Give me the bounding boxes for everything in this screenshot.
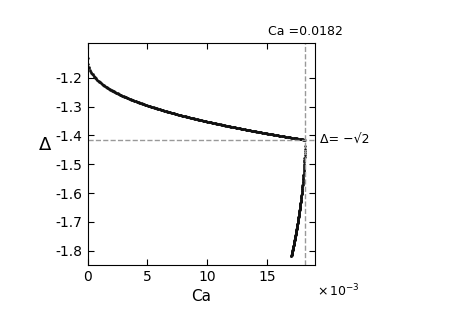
Y-axis label: Δ: Δ <box>38 136 51 154</box>
Text: $\times\,10^{-3}$: $\times\,10^{-3}$ <box>317 283 360 299</box>
Text: Ca =0.0182: Ca =0.0182 <box>267 25 342 38</box>
X-axis label: Ca: Ca <box>191 289 211 304</box>
Text: Δ= −√2: Δ= −√2 <box>320 133 370 146</box>
